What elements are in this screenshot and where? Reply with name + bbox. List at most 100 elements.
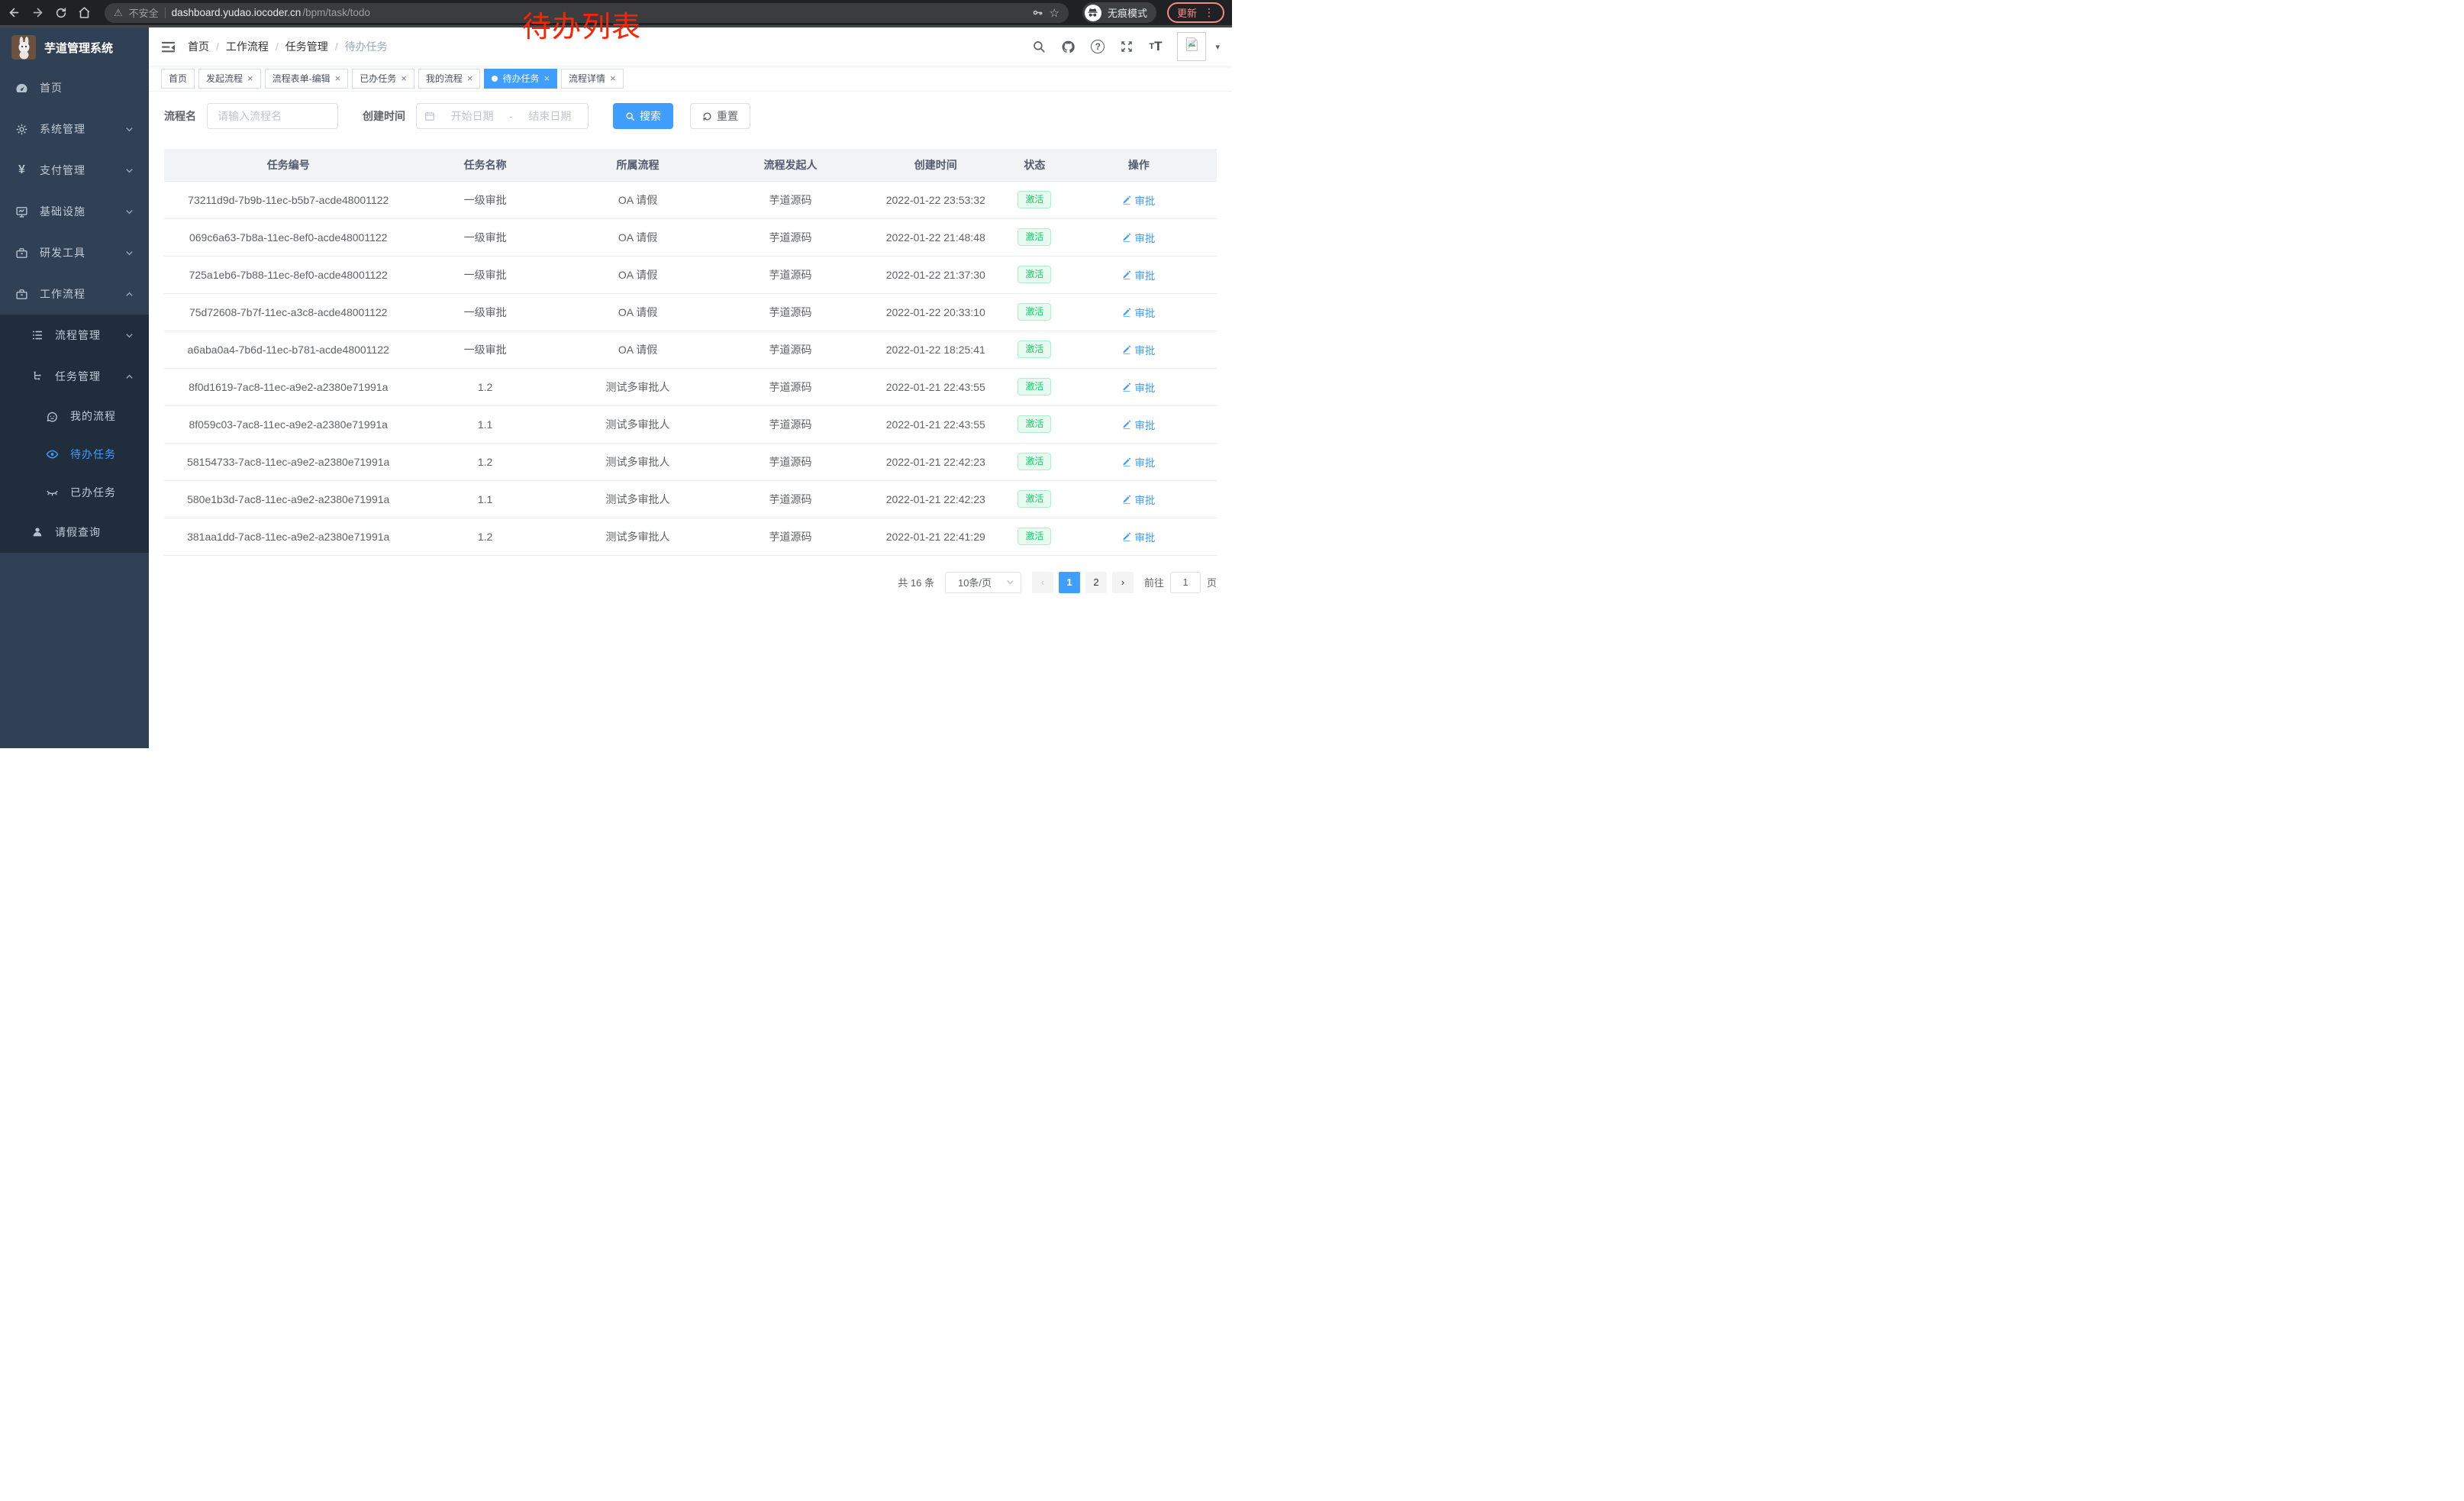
chevron-up-icon bbox=[125, 290, 134, 299]
page-content: 流程名 创建时间 开始日期 - 结束日期 搜 bbox=[149, 92, 1232, 748]
sidebar-item-done-tasks[interactable]: 已办任务 bbox=[0, 473, 149, 512]
active-dot bbox=[492, 75, 498, 82]
cell-process: OA 请假 bbox=[557, 256, 718, 294]
tab-todo-tasks[interactable]: 待办任务 × bbox=[484, 68, 558, 89]
chrome-menu-icon[interactable]: ⋮ bbox=[1204, 6, 1214, 18]
approve-link[interactable]: 审批 bbox=[1122, 492, 1155, 507]
table-row: a6aba0a4-7b6d-11ec-b781-acde48001122 一级审批… bbox=[164, 331, 1217, 369]
prev-page-button[interactable]: ‹ bbox=[1031, 571, 1053, 593]
status-badge: 激活 bbox=[1018, 489, 1052, 508]
reset-button[interactable]: 重置 bbox=[690, 103, 750, 129]
date-range-picker[interactable]: 开始日期 - 结束日期 bbox=[416, 103, 589, 129]
cell-task-id: 75d72608-7b7f-11ec-a3c8-acde48001122 bbox=[164, 293, 413, 331]
cell-task-id: 381aa1dd-7ac8-11ec-a9e2-a2380e71991a bbox=[164, 518, 413, 556]
close-icon[interactable]: × bbox=[247, 73, 253, 84]
cell-create-time: 2022-01-22 23:53:32 bbox=[863, 181, 1008, 219]
search-icon[interactable] bbox=[1032, 40, 1046, 53]
tab-home[interactable]: 首页 bbox=[161, 68, 195, 89]
approve-link[interactable]: 审批 bbox=[1122, 417, 1155, 432]
page-button-2[interactable]: 2 bbox=[1085, 571, 1107, 593]
fullscreen-icon[interactable] bbox=[1120, 40, 1134, 53]
approve-link[interactable]: 审批 bbox=[1122, 267, 1155, 282]
incognito-icon bbox=[1084, 4, 1101, 21]
close-icon[interactable]: × bbox=[334, 73, 341, 84]
screen: 待办列表 ⚠ 不安全 dashboard.yudao.iocoder.cn/bp… bbox=[0, 0, 1232, 750]
approve-link[interactable]: 审批 bbox=[1122, 305, 1155, 320]
avatar[interactable] bbox=[1177, 32, 1207, 61]
start-date-placeholder: 开始日期 bbox=[450, 110, 494, 122]
cell-starter: 芋道源码 bbox=[718, 518, 863, 556]
url-divider bbox=[164, 7, 166, 18]
update-label: 更新 bbox=[1176, 8, 1197, 19]
help-icon[interactable]: ? bbox=[1091, 40, 1105, 53]
close-icon[interactable]: × bbox=[610, 73, 616, 84]
page-size-select[interactable]: 10条/页 bbox=[944, 571, 1021, 593]
breadcrumb-home[interactable]: 首页 bbox=[188, 40, 209, 53]
dashboard-icon bbox=[15, 82, 28, 95]
breadcrumb-task-mgmt[interactable]: 任务管理 bbox=[285, 40, 328, 53]
tab-start-process[interactable]: 发起流程 × bbox=[198, 68, 261, 89]
sidebar-item-my-process[interactable]: 我的流程 bbox=[0, 397, 149, 435]
cell-create-time: 2022-01-22 21:48:48 bbox=[863, 218, 1008, 257]
sidebar-item-home[interactable]: 首页 bbox=[0, 67, 149, 108]
approve-link[interactable]: 审批 bbox=[1122, 342, 1155, 357]
status-badge: 激活 bbox=[1018, 265, 1052, 284]
cell-starter: 芋道源码 bbox=[718, 181, 863, 219]
pencil-icon bbox=[1123, 233, 1131, 242]
chrome-update-button[interactable]: 更新 ⋮ bbox=[1166, 2, 1224, 23]
pencil-icon bbox=[1123, 345, 1131, 354]
close-icon[interactable]: × bbox=[466, 73, 473, 84]
sidebar-item-infra[interactable]: 基础设施 bbox=[0, 191, 149, 232]
github-icon[interactable] bbox=[1061, 40, 1076, 54]
sidebar-item-workflow[interactable]: 工作流程 bbox=[0, 273, 149, 315]
goto-page-input[interactable] bbox=[1169, 571, 1201, 593]
close-icon[interactable]: × bbox=[401, 73, 407, 84]
pencil-icon bbox=[1123, 495, 1131, 504]
approve-link[interactable]: 审批 bbox=[1122, 230, 1155, 245]
avatar-caret-icon[interactable]: ▾ bbox=[1215, 42, 1220, 52]
bookmark-star-icon[interactable]: ☆ bbox=[1049, 6, 1059, 20]
approve-link[interactable]: 审批 bbox=[1122, 454, 1155, 470]
cell-create-time: 2022-01-22 21:37:30 bbox=[863, 256, 1008, 294]
eye-icon bbox=[46, 447, 59, 461]
process-name-input[interactable] bbox=[207, 103, 338, 129]
sidebar-collapse-icon[interactable] bbox=[161, 40, 176, 54]
tab-my-process[interactable]: 我的流程 × bbox=[418, 68, 481, 89]
tab-form-edit[interactable]: 流程表单-编辑 × bbox=[264, 68, 349, 89]
sidebar-item-leave-query[interactable]: 请假查询 bbox=[0, 512, 149, 553]
toolbox-icon bbox=[15, 247, 28, 260]
next-page-button[interactable]: › bbox=[1111, 571, 1134, 593]
sidebar-item-devtools[interactable]: 研发工具 bbox=[0, 232, 149, 273]
breadcrumb-workflow[interactable]: 工作流程 bbox=[225, 40, 269, 53]
sidebar-logo-row[interactable]: 芋道管理系统 bbox=[0, 27, 149, 67]
sidebar-item-process-mgmt[interactable]: 流程管理 bbox=[0, 315, 149, 356]
approve-link[interactable]: 审批 bbox=[1122, 529, 1155, 544]
browser-reload-icon[interactable] bbox=[55, 7, 67, 19]
page-button-1[interactable]: 1 bbox=[1058, 571, 1080, 593]
sidebar-item-payment[interactable]: ¥ 支付管理 bbox=[0, 150, 149, 191]
close-icon[interactable]: × bbox=[543, 73, 550, 84]
browser-home-icon[interactable] bbox=[78, 6, 91, 19]
tab-process-detail[interactable]: 流程详情 × bbox=[561, 68, 624, 89]
pencil-icon bbox=[1123, 420, 1131, 429]
status-badge: 激活 bbox=[1018, 527, 1052, 546]
approve-link[interactable]: 审批 bbox=[1122, 379, 1155, 395]
search-button[interactable]: 搜索 bbox=[613, 103, 673, 129]
browser-forward-icon[interactable] bbox=[31, 6, 44, 19]
goto-label: 前往 bbox=[1143, 577, 1164, 589]
cell-task-name: 1.1 bbox=[412, 480, 558, 518]
security-label: 不安全 bbox=[128, 8, 159, 19]
url-bar[interactable]: ⚠ 不安全 dashboard.yudao.iocoder.cn/bpm/tas… bbox=[105, 2, 1069, 23]
tab-done-tasks[interactable]: 已办任务 × bbox=[352, 68, 414, 89]
cell-starter: 芋道源码 bbox=[718, 256, 863, 294]
table-body: 73211d9d-7b9b-11ec-b5b7-acde48001122 一级审批… bbox=[164, 181, 1217, 556]
chevron-down-icon bbox=[1006, 578, 1014, 586]
sidebar-item-todo-tasks[interactable]: 待办任务 bbox=[0, 435, 149, 473]
chevron-down-icon bbox=[125, 331, 134, 340]
browser-back-icon[interactable] bbox=[8, 6, 21, 19]
approve-link[interactable]: 审批 bbox=[1122, 192, 1155, 208]
sidebar-item-system[interactable]: 系统管理 bbox=[0, 108, 149, 150]
key-icon[interactable] bbox=[1032, 7, 1043, 18]
sidebar-item-task-mgmt[interactable]: 任务管理 bbox=[0, 356, 149, 397]
